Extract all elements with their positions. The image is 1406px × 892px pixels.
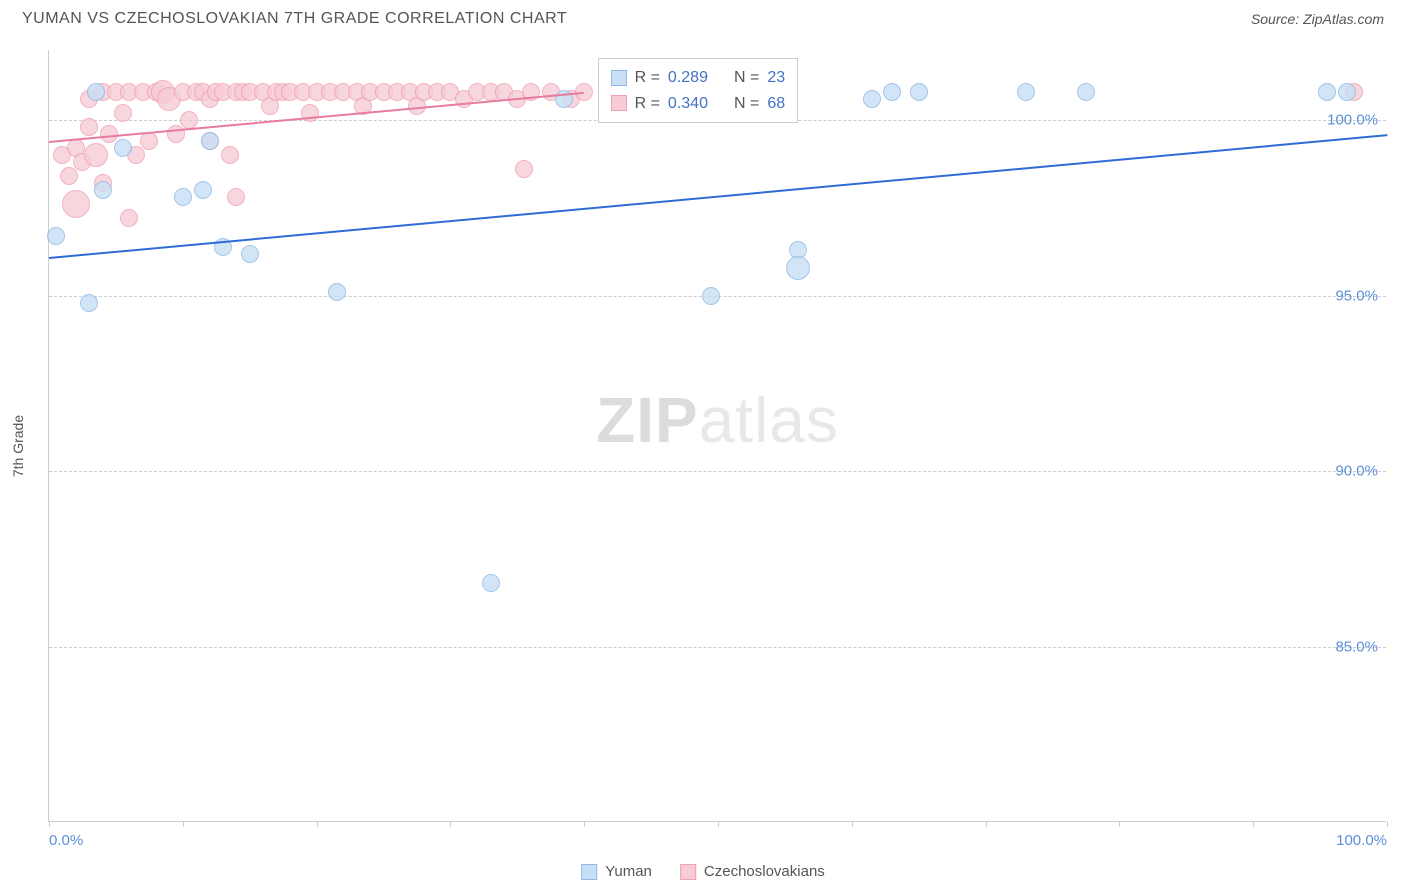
legend-label: Yuman [605, 863, 652, 880]
legend-swatch [611, 70, 627, 86]
scatter-point [227, 188, 245, 206]
y-tick-label: 95.0% [1335, 287, 1378, 304]
legend-swatch [611, 95, 627, 111]
scatter-point [80, 118, 98, 136]
watermark: ZIPatlas [596, 383, 839, 457]
gridline [49, 647, 1386, 648]
scatter-point [114, 139, 132, 157]
scatter-point [140, 132, 158, 150]
chart-legend: Yuman Czechoslovakians [581, 863, 825, 880]
scatter-point [194, 181, 212, 199]
x-tick [1253, 821, 1254, 827]
scatter-point [114, 104, 132, 122]
scatter-point [201, 132, 219, 150]
legend-swatch [680, 864, 696, 880]
y-tick-label: 85.0% [1335, 638, 1378, 655]
stat-n-label: N = [734, 91, 759, 117]
scatter-point [94, 181, 112, 199]
stats-row: R = 0.289 N = 23 [611, 65, 786, 91]
x-tick [718, 821, 719, 827]
scatter-point [786, 256, 810, 280]
scatter-point [221, 146, 239, 164]
x-tick [317, 821, 318, 827]
scatter-point [702, 287, 720, 305]
scatter-point [84, 143, 108, 167]
scatter-point [120, 209, 138, 227]
scatter-point [60, 167, 78, 185]
stat-n-value: 68 [767, 91, 785, 117]
trend-line [49, 134, 1387, 259]
scatter-point [910, 83, 928, 101]
scatter-point [863, 90, 881, 108]
scatter-point [328, 283, 346, 301]
scatter-point [87, 83, 105, 101]
scatter-point [174, 188, 192, 206]
scatter-point [482, 574, 500, 592]
stats-row: R = 0.340 N = 68 [611, 91, 786, 117]
scatter-point [47, 227, 65, 245]
stat-n-value: 23 [767, 65, 785, 91]
stat-r-value: 0.289 [668, 65, 708, 91]
y-tick-label: 100.0% [1327, 112, 1378, 129]
legend-item: Yuman [581, 863, 652, 880]
scatter-point [1318, 83, 1336, 101]
gridline [49, 471, 1386, 472]
x-tick-label: 100.0% [1336, 832, 1387, 849]
x-tick [183, 821, 184, 827]
scatter-point [1017, 83, 1035, 101]
x-tick [584, 821, 585, 827]
stats-box: R = 0.289 N = 23 R = 0.340 N = 68 [598, 58, 799, 123]
legend-item: Czechoslovakians [680, 863, 825, 880]
scatter-point [883, 83, 901, 101]
legend-label: Czechoslovakians [704, 863, 825, 880]
legend-swatch [581, 864, 597, 880]
scatter-point [62, 190, 90, 218]
x-tick [49, 821, 50, 827]
stat-r-value: 0.340 [668, 91, 708, 117]
scatter-point [1338, 83, 1356, 101]
stat-r-label: R = [635, 65, 660, 91]
scatter-point [515, 160, 533, 178]
x-tick-label: 0.0% [49, 832, 83, 849]
scatter-point [80, 294, 98, 312]
x-tick [852, 821, 853, 827]
x-tick [1119, 821, 1120, 827]
chart-title: YUMAN VS CZECHOSLOVAKIAN 7TH GRADE CORRE… [22, 10, 567, 28]
chart-plot-area: ZIPatlas 85.0%90.0%95.0%100.0%0.0%100.0%… [48, 50, 1386, 822]
x-tick [1387, 821, 1388, 827]
scatter-point [1077, 83, 1095, 101]
x-tick [986, 821, 987, 827]
y-tick-label: 90.0% [1335, 463, 1378, 480]
stat-n-label: N = [734, 65, 759, 91]
stat-r-label: R = [635, 91, 660, 117]
x-tick [450, 821, 451, 827]
chart-source: Source: ZipAtlas.com [1251, 11, 1384, 27]
y-axis-label: 7th Grade [10, 415, 26, 477]
scatter-point [241, 245, 259, 263]
